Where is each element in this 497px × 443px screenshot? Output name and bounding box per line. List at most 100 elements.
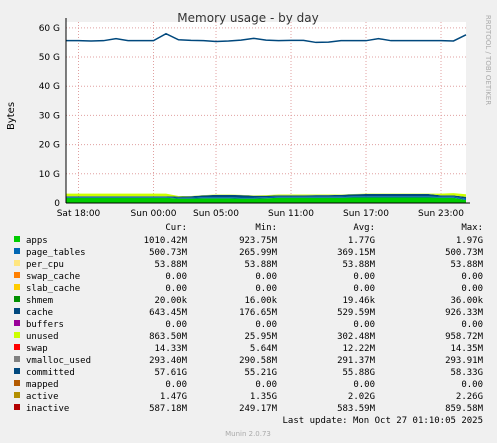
area bbox=[66, 196, 466, 201]
legend-value: 0.00 bbox=[461, 380, 483, 390]
legend-swatch bbox=[14, 284, 20, 290]
y-tick-label: 50 G bbox=[39, 53, 60, 63]
footer: Last update: Mon Oct 27 01:10:05 2025 bbox=[283, 416, 483, 426]
legend-value: 19.46k bbox=[342, 296, 375, 306]
side-text: RRDTOOL / TOBI OETIKER bbox=[484, 15, 492, 105]
legend-value: 0.00 bbox=[255, 380, 277, 390]
legend-value: 14.33M bbox=[154, 344, 187, 354]
legend-swatch bbox=[14, 260, 20, 266]
x-tick-label: Sun 11:00 bbox=[268, 209, 314, 219]
legend-value: 53.88M bbox=[154, 260, 187, 270]
legend-label: vmalloc_used bbox=[26, 356, 91, 366]
y-tick-label: 10 G bbox=[39, 170, 60, 180]
legend-value: 58.33G bbox=[450, 368, 483, 378]
legend-swatch bbox=[14, 248, 20, 254]
legend-value: 500.73M bbox=[149, 248, 188, 258]
legend-value: 0.00 bbox=[165, 284, 187, 294]
y-tick-label: 60 G bbox=[39, 24, 60, 34]
legend-label: slab_cache bbox=[26, 284, 80, 294]
legend-value: 14.35M bbox=[450, 344, 483, 354]
x-tick-label: Sun 17:00 bbox=[343, 209, 389, 219]
y-tick-label: 40 G bbox=[39, 82, 60, 92]
legend-swatch bbox=[14, 356, 20, 362]
chart-title: Memory usage - by day bbox=[177, 11, 318, 25]
legend-value: 863.50M bbox=[149, 332, 188, 342]
column-header: Min: bbox=[255, 223, 277, 233]
legend-label: active bbox=[26, 392, 59, 402]
legend-value: 0.00 bbox=[461, 320, 483, 330]
legend-value: 293.40M bbox=[149, 356, 188, 366]
legend-value: 53.88M bbox=[244, 260, 277, 270]
x-tick-label: Sun 23:00 bbox=[418, 209, 464, 219]
legend-value: 0.00 bbox=[255, 272, 277, 282]
legend-value: 55.21G bbox=[244, 368, 277, 378]
legend-label: unused bbox=[26, 332, 59, 342]
legend-label: committed bbox=[26, 368, 75, 378]
legend-value: 1.47G bbox=[160, 392, 187, 402]
legend-swatch bbox=[14, 320, 20, 326]
area bbox=[66, 197, 466, 203]
legend-value: 1.77G bbox=[348, 236, 375, 246]
legend-label: mapped bbox=[26, 380, 59, 390]
legend-value: 2.26G bbox=[456, 392, 483, 402]
legend-value: 643.45M bbox=[149, 308, 188, 318]
legend-swatch bbox=[14, 344, 20, 350]
legend-value: 1.35G bbox=[250, 392, 277, 402]
legend-value: 265.99M bbox=[239, 248, 278, 258]
legend-label: inactive bbox=[26, 404, 69, 414]
legend-value: 0.00 bbox=[165, 320, 187, 330]
legend-value: 291.37M bbox=[337, 356, 376, 366]
y-axis-label: Bytes bbox=[6, 102, 17, 130]
x-tick-label: Sun 05:00 bbox=[193, 209, 239, 219]
legend-value: 12.22M bbox=[342, 344, 375, 354]
legend-label: swap_cache bbox=[26, 272, 80, 282]
area bbox=[66, 193, 466, 199]
version: Munin 2.0.73 bbox=[225, 430, 271, 438]
legend-value: 529.59M bbox=[337, 308, 376, 318]
legend-value: 0.00 bbox=[165, 380, 187, 390]
legend-value: 500.73M bbox=[445, 248, 484, 258]
legend-label: swap bbox=[26, 344, 48, 354]
legend-swatch bbox=[14, 380, 20, 386]
legend-value: 369.15M bbox=[337, 248, 376, 258]
column-header: Max: bbox=[461, 223, 483, 233]
legend-value: 2.02G bbox=[348, 392, 375, 402]
legend-value: 5.64M bbox=[250, 344, 278, 354]
column-header: Avg: bbox=[353, 223, 375, 233]
legend-value: 302.48M bbox=[337, 332, 376, 342]
legend-value: 926.33M bbox=[445, 308, 484, 318]
legend-swatch bbox=[14, 332, 20, 338]
legend-value: 1010.42M bbox=[144, 236, 188, 246]
legend-value: 290.58M bbox=[239, 356, 278, 366]
legend-label: buffers bbox=[26, 320, 64, 330]
legend-label: page_tables bbox=[26, 248, 86, 258]
legend-value: 587.18M bbox=[149, 404, 188, 414]
legend-value: 0.00 bbox=[461, 272, 483, 282]
legend-swatch bbox=[14, 296, 20, 302]
x-tick-label: Sat 18:00 bbox=[57, 209, 101, 219]
y-tick-label: 0 bbox=[54, 199, 60, 209]
legend-value: 923.75M bbox=[239, 236, 278, 246]
legend-value: 0.00 bbox=[353, 284, 375, 294]
legend-value: 1.97G bbox=[456, 236, 483, 246]
legend-value: 53.88M bbox=[342, 260, 375, 270]
legend-swatch bbox=[14, 392, 20, 398]
area bbox=[66, 193, 466, 197]
legend-value: 0.00 bbox=[353, 320, 375, 330]
legend-value: 57.61G bbox=[154, 368, 187, 378]
legend-value: 20.00k bbox=[154, 296, 187, 306]
legend-value: 958.72M bbox=[445, 332, 484, 342]
legend-value: 176.65M bbox=[239, 308, 278, 318]
legend-label: shmem bbox=[26, 296, 53, 306]
legend-label: cache bbox=[26, 308, 53, 318]
legend-value: 0.00 bbox=[255, 284, 277, 294]
legend-swatch bbox=[14, 368, 20, 374]
legend-swatch bbox=[14, 236, 20, 242]
legend-swatch bbox=[14, 272, 20, 278]
legend-swatch bbox=[14, 404, 20, 410]
legend-value: 583.59M bbox=[337, 404, 376, 414]
y-tick-label: 30 G bbox=[39, 111, 60, 121]
legend-value: 16.00k bbox=[244, 296, 277, 306]
legend-value: 0.00 bbox=[353, 380, 375, 390]
